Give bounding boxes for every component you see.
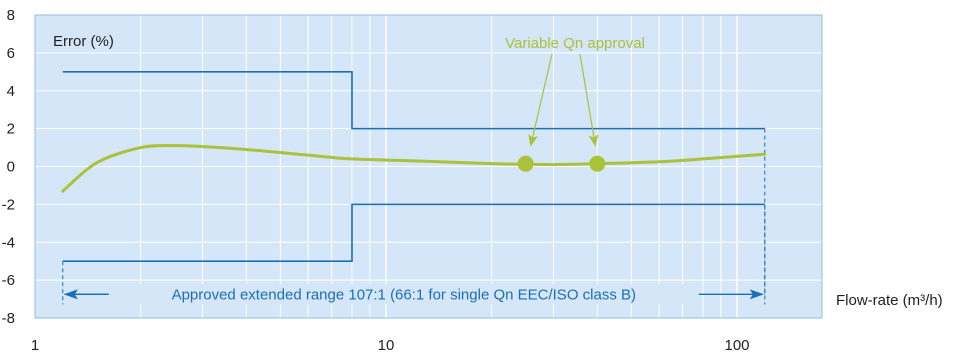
error-curve-line [61, 144, 767, 193]
points-label: Variable Qn approval [505, 35, 645, 52]
x-axis-label: Flow-rate (m³/h) [836, 292, 943, 309]
lower-limit-line [62, 203, 765, 262]
approval-point [589, 155, 606, 172]
annotations: Approved extended range 107:1 (66:1 for … [63, 35, 764, 305]
y-tick-label: -2 [2, 196, 15, 213]
x-axis-ticks: 1 10 100 [31, 337, 750, 354]
y-tick-label: 0 [7, 159, 15, 176]
y-tick-label: 8 [7, 7, 15, 24]
y-tick-label: 2 [7, 121, 15, 138]
x-tick-label: 10 [378, 337, 395, 354]
upper-limit-line [62, 71, 765, 130]
y-axis-ticks: 8 6 4 2 0 -2 -4 -6 -8 [2, 7, 15, 327]
range-label-background [108, 284, 699, 305]
y-tick-label: 6 [7, 45, 15, 62]
y-tick-label: -6 [2, 272, 15, 289]
plot-border [34, 14, 823, 319]
y-tick-label: -4 [2, 234, 15, 251]
y-axis-label: Error (%) [53, 33, 114, 50]
range-label: Approved extended range 107:1 (66:1 for … [172, 286, 636, 303]
approval-point [517, 155, 534, 172]
series [61, 71, 767, 305]
x-tick-label: 1 [31, 337, 39, 354]
y-tick-label: -8 [2, 310, 15, 327]
x-tick-label: 100 [724, 337, 749, 354]
grid [34, 14, 823, 319]
points-label-arrow [579, 53, 599, 147]
y-tick-label: 4 [7, 83, 15, 100]
points-label-arrow [528, 53, 553, 147]
